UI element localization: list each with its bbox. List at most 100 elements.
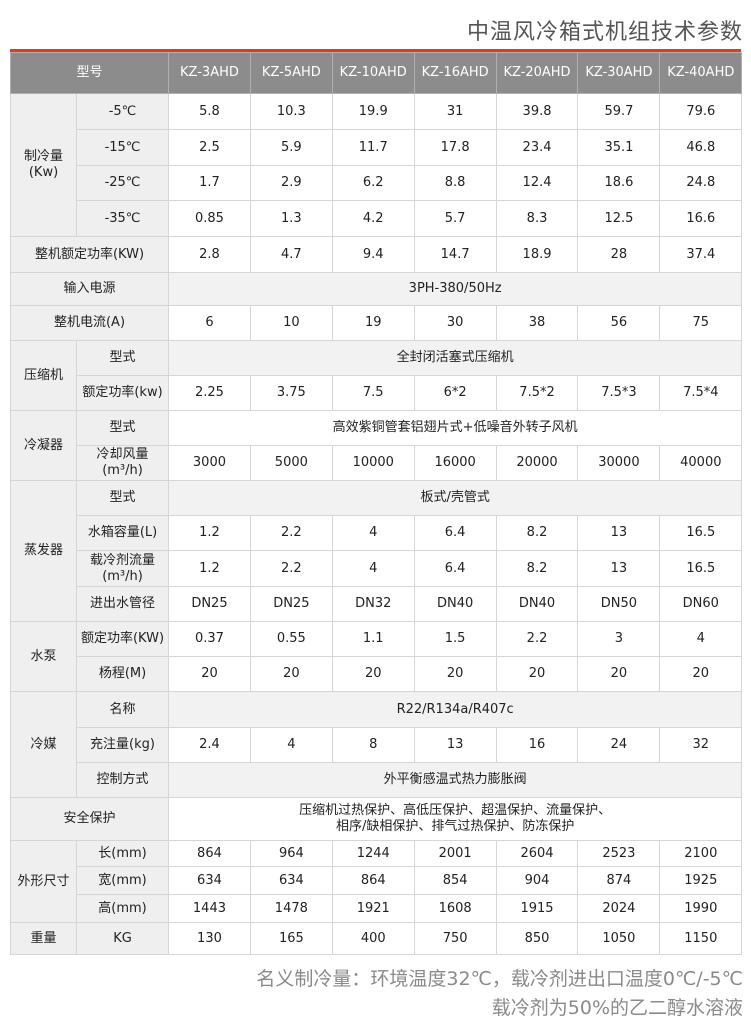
value-cell: 5000 bbox=[249, 445, 333, 481]
value-cell: 17.8 bbox=[413, 129, 497, 166]
value-cell: 2.8 bbox=[168, 236, 251, 273]
value-cell: 2.5 bbox=[168, 129, 251, 166]
table-row: 冷凝器 型式 高效紫铜管套铝翅片式+低噪音外转子风机 bbox=[10, 410, 743, 481]
value-cell: 6*2 bbox=[413, 375, 497, 411]
value-cell: 20 bbox=[168, 656, 251, 692]
table-row: 冷媒 名称 R22/R134a/R407c bbox=[10, 691, 743, 798]
table-row: 蒸发器 型式 板式/壳管式 bbox=[10, 480, 743, 622]
row-label: 整机额定功率(KW) bbox=[9, 236, 170, 273]
value-cell: 1.1 bbox=[331, 621, 415, 657]
value-cell: 14.7 bbox=[413, 236, 497, 273]
value-cell: 16000 bbox=[413, 445, 497, 481]
value-cell: 1915 bbox=[495, 894, 579, 923]
value-cell: 165 bbox=[249, 922, 333, 955]
sub-label: 额定功率(kw) bbox=[75, 375, 170, 411]
value-cell: 2024 bbox=[577, 894, 661, 923]
value-cell: 10 bbox=[249, 305, 333, 341]
value-cell: 1443 bbox=[168, 894, 251, 923]
sub-label: 高(mm) bbox=[75, 894, 170, 923]
value-cell: 7.5*4 bbox=[659, 375, 743, 411]
header-model: KZ-3AHD bbox=[168, 52, 251, 94]
value-cell: 854 bbox=[413, 866, 497, 895]
value-cell: 8.2 bbox=[495, 515, 579, 551]
value-cell: 23.4 bbox=[495, 129, 579, 166]
value-cell: DN25 bbox=[249, 586, 333, 622]
table-row: 压缩机 型式 全封闭活塞式压缩机 bbox=[10, 340, 743, 411]
merged-value: 全封闭活塞式压缩机 bbox=[168, 340, 743, 376]
value-cell: 20 bbox=[249, 656, 333, 692]
value-cell: 38 bbox=[495, 305, 579, 341]
sub-label: 额定功率(KW) bbox=[75, 621, 170, 657]
title-divider bbox=[10, 49, 741, 52]
value-cell: DN40 bbox=[495, 586, 579, 622]
header-row: 型号 KZ-3AHD KZ-5AHD KZ-10AHD KZ-16AHD KZ-20AH… bbox=[9, 52, 743, 94]
value-cell: 8.3 bbox=[495, 200, 579, 237]
value-cell: 750 bbox=[413, 922, 497, 955]
value-cell: 964 bbox=[249, 840, 333, 867]
value-cell: 2.2 bbox=[249, 515, 333, 551]
value-cell: 24.8 bbox=[659, 165, 743, 201]
value-cell: 7.5*2 bbox=[495, 375, 579, 411]
table-row: -25℃ 1.7 2.9 6.2 8.8 12.4 18.6 24.8 bbox=[11, 165, 743, 201]
value-cell: 4 bbox=[249, 727, 333, 763]
value-cell: 1.2 bbox=[168, 515, 251, 551]
value-cell: 13 bbox=[413, 727, 497, 763]
merged-value: 高效紫铜管套铝翅片式+低噪音外转子风机 bbox=[168, 410, 743, 446]
group-label: 外形尺寸 bbox=[10, 840, 77, 923]
value-cell: 874 bbox=[577, 866, 661, 895]
value-cell: 9.4 bbox=[331, 236, 415, 273]
table-row: 充注量(kg) 2.4 4 8 13 16 24 32 bbox=[11, 727, 743, 763]
footnote-1: 名义制冷量：环境温度32℃，载冷剂进出口温度0℃/-5℃ bbox=[256, 968, 743, 990]
value-cell: 4 bbox=[659, 621, 743, 657]
value-cell: 5.8 bbox=[168, 93, 251, 130]
header-model: KZ-10AHD bbox=[331, 52, 415, 94]
value-cell: 5.7 bbox=[413, 200, 497, 237]
table-row: 载冷剂流量(m³/h) 1.2 2.2 4 6.4 8.2 13 16.5 bbox=[11, 550, 743, 587]
table-row: 重量 KG 130 165 400 750 850 1050 1150 bbox=[10, 922, 743, 955]
value-cell: 400 bbox=[331, 922, 415, 955]
value-cell: 6.2 bbox=[331, 165, 415, 201]
value-cell: 19 bbox=[331, 305, 415, 341]
value-cell: DN40 bbox=[413, 586, 497, 622]
sub-label: 载冷剂流量(m³/h) bbox=[75, 550, 170, 587]
sub-label: 冷却风量(m³/h) bbox=[75, 445, 170, 481]
sub-label: 宽(mm) bbox=[75, 866, 170, 895]
value-cell: 6.4 bbox=[413, 550, 497, 587]
value-cell: 2604 bbox=[495, 840, 579, 867]
value-cell: 634 bbox=[249, 866, 333, 895]
value-cell: 79.6 bbox=[659, 93, 743, 130]
value-cell: DN60 bbox=[659, 586, 743, 622]
value-cell: 16.6 bbox=[659, 200, 743, 237]
header-model-label: 型号 bbox=[9, 52, 170, 94]
table-row: 整机额定功率(KW) 2.8 4.7 9.4 14.7 18.9 28 37.4 bbox=[9, 236, 743, 273]
sub-label: 充注量(kg) bbox=[75, 727, 170, 763]
value-cell: 4.2 bbox=[331, 200, 415, 237]
value-cell: 18.6 bbox=[577, 165, 661, 201]
table-row: 宽(mm) 634 634 864 854 904 874 1925 bbox=[11, 866, 743, 895]
row-label: 输入电源 bbox=[9, 272, 170, 306]
value-cell: 1.2 bbox=[168, 550, 251, 587]
sub-label: KG bbox=[75, 922, 170, 955]
group-label: 水泵 bbox=[10, 621, 77, 692]
merged-value: 板式/壳管式 bbox=[168, 480, 743, 516]
sub-label: 型式 bbox=[75, 410, 170, 446]
value-cell: 20 bbox=[577, 656, 661, 692]
value-cell: 0.37 bbox=[168, 621, 251, 657]
value-cell: 16 bbox=[495, 727, 579, 763]
value-cell: 16.5 bbox=[659, 515, 743, 551]
value-cell: 37.4 bbox=[659, 236, 743, 273]
table-row: 外形尺寸 长(mm) 864 964 1244 2001 2604 2523 2100 bbox=[10, 840, 743, 923]
group-label: 重量 bbox=[10, 922, 77, 955]
value-cell: 1925 bbox=[659, 866, 743, 895]
value-cell: DN32 bbox=[331, 586, 415, 622]
sub-label: 型式 bbox=[75, 480, 170, 516]
value-cell: 46.8 bbox=[659, 129, 743, 166]
sub-label: -35℃ bbox=[75, 200, 170, 237]
page-title: 中温风冷箱式机组技术参数 bbox=[466, 20, 743, 45]
header-model: KZ-30AHD bbox=[577, 52, 661, 94]
value-cell: 0.55 bbox=[249, 621, 333, 657]
row-label: 安全保护 bbox=[9, 797, 170, 841]
value-cell: 7.5 bbox=[331, 375, 415, 411]
value-cell: 7.5*3 bbox=[577, 375, 661, 411]
value-cell: DN50 bbox=[577, 586, 661, 622]
